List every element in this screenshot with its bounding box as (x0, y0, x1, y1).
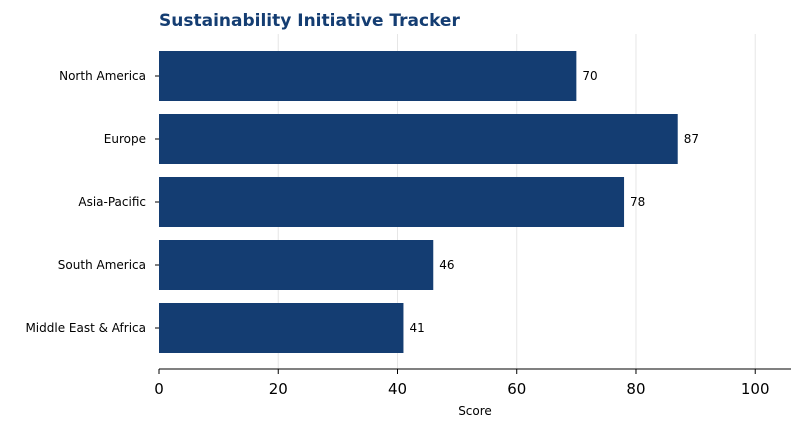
category-label: Europe (104, 132, 146, 146)
chart-title: Sustainability Initiative Tracker (159, 11, 460, 31)
bar (159, 114, 678, 164)
category-label: Asia-Pacific (78, 195, 146, 209)
value-label: 87 (684, 132, 699, 146)
x-tick-label: 20 (269, 380, 288, 398)
x-tick-label: 100 (741, 380, 770, 398)
bar (159, 177, 625, 227)
category-label: South America (58, 258, 146, 272)
x-tick-label: 0 (154, 380, 164, 398)
x-tick-label: 80 (626, 380, 645, 398)
value-labels: 70 87 78 46 41 (409, 69, 699, 335)
bar (159, 303, 404, 353)
value-label: 46 (439, 258, 454, 272)
category-label: Middle East & Africa (25, 321, 146, 335)
category-label: North America (59, 69, 146, 83)
x-axis-title: Score (458, 404, 492, 418)
value-label: 78 (630, 195, 645, 209)
bar (159, 51, 577, 101)
value-label: 70 (582, 69, 597, 83)
x-tick-label: 60 (507, 380, 526, 398)
x-axis: 0 20 40 60 80 100 (154, 368, 791, 398)
category-labels: North America Europe Asia-Pacific South Ame… (25, 69, 159, 335)
bar (159, 240, 434, 290)
x-tick-label: 40 (388, 380, 407, 398)
bars (159, 51, 678, 353)
value-label: 41 (409, 321, 424, 335)
